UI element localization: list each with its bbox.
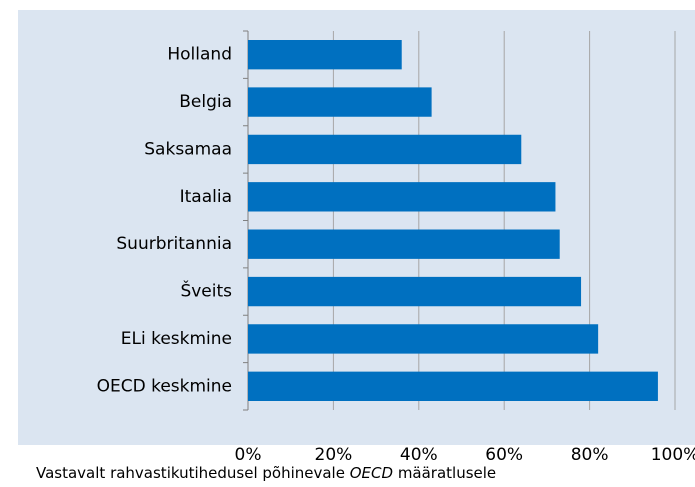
x-tick-label: 60% (485, 445, 523, 465)
y-tick-label: Itaalia (180, 187, 232, 207)
footnote-text: määratlusele (393, 464, 496, 482)
bar (248, 87, 432, 117)
y-tick-label: Šveits (180, 280, 232, 302)
x-tick-label: 0% (235, 445, 262, 465)
y-tick-label: Belgia (179, 92, 232, 112)
y-tick-label: Holland (167, 45, 232, 65)
x-tick-label: 80% (571, 445, 609, 465)
bar (248, 40, 402, 70)
x-tick-label: 20% (315, 445, 353, 465)
y-tick-label: Saksamaa (144, 139, 232, 159)
bar (248, 229, 560, 259)
y-tick-label: Suurbritannia (116, 234, 232, 254)
bar (248, 371, 658, 401)
footnote-emphasis: OECD (350, 464, 393, 482)
bar (248, 324, 599, 354)
bar (248, 276, 582, 307)
bar (248, 134, 522, 165)
footnote: Vastavalt rahvastikutihedusel põhinevale… (36, 464, 496, 482)
x-tick-label: 40% (400, 445, 438, 465)
y-tick-label: ELi keskmine (121, 329, 232, 349)
x-tick-label: 100% (651, 445, 695, 465)
y-tick-label: OECD keskmine (97, 376, 232, 396)
bar (248, 182, 556, 212)
footnote-text: Vastavalt rahvastikutihedusel põhinevale (36, 464, 350, 482)
